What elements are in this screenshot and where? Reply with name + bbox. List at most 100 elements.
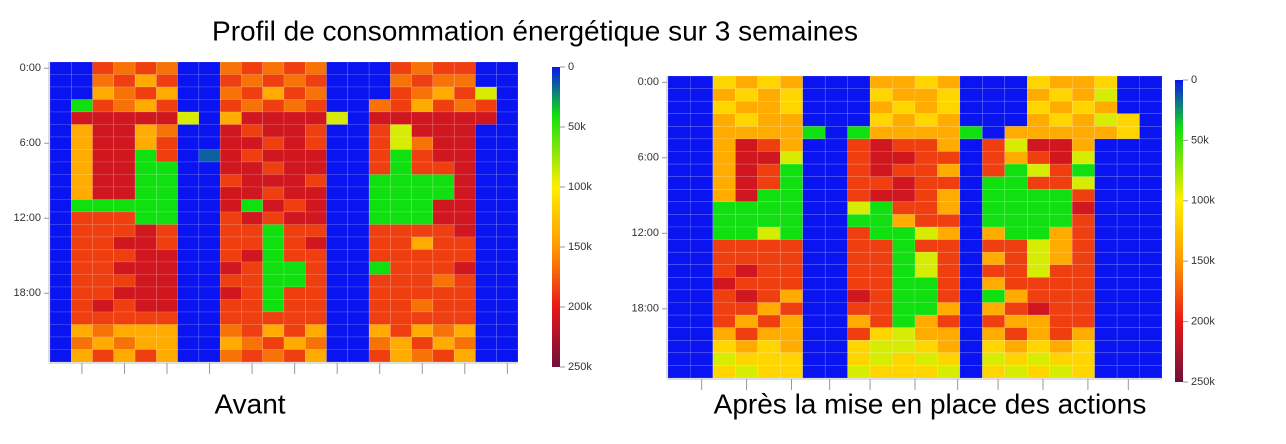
heat-cell [847, 113, 871, 127]
heat-cell [156, 299, 178, 313]
heat-cell [496, 349, 519, 363]
heat-cell [735, 75, 759, 89]
heat-cell [198, 86, 221, 100]
heat-cell [71, 299, 93, 313]
heat-cell [959, 239, 983, 253]
heat-cell [71, 186, 93, 200]
colorbar [1175, 80, 1183, 382]
heat-cell [326, 349, 349, 363]
heat-cell [475, 249, 497, 263]
heat-cell [411, 161, 434, 175]
heat-cell [156, 236, 178, 250]
heat-cell [667, 201, 691, 215]
heat-cell [1139, 327, 1163, 341]
heat-cell [496, 224, 519, 238]
heat-cell [735, 226, 759, 240]
heat-cell [1004, 340, 1028, 354]
heat-cell [757, 163, 781, 177]
heat-cell [982, 214, 1006, 228]
heat-cell [1049, 277, 1073, 291]
heat-cell [892, 289, 916, 303]
heat-cell [824, 251, 848, 266]
heat-cell [241, 86, 263, 100]
heat-cell [134, 74, 157, 88]
heat-cell [347, 311, 370, 325]
heat-cell [262, 274, 285, 288]
heat-cell [1139, 251, 1163, 266]
heat-cell [241, 74, 263, 88]
heat-cell [432, 236, 455, 250]
heat-cell [937, 100, 961, 114]
heat-cell [1049, 226, 1073, 240]
heat-cell [219, 186, 242, 200]
heat-cell [453, 324, 476, 338]
heat-cell [432, 349, 455, 363]
heat-cell [869, 151, 893, 165]
heat-cell [1116, 314, 1140, 328]
heat-cell [824, 327, 848, 341]
heat-cell [914, 251, 938, 266]
heat-cell [869, 314, 893, 328]
heat-cell [326, 261, 349, 275]
heat-cell [869, 264, 893, 278]
heat-cell [712, 138, 736, 152]
heat-cell [92, 249, 115, 263]
heat-cell [1004, 302, 1028, 316]
heat-cell [1027, 302, 1050, 316]
heat-cell [241, 224, 263, 238]
heat-cell [712, 264, 736, 278]
heat-cell [198, 174, 221, 188]
heat-cell [937, 352, 961, 366]
heat-cell [432, 324, 455, 338]
heat-cell [283, 211, 306, 225]
heat-cell [1094, 277, 1118, 291]
heat-cell [1004, 75, 1028, 89]
colorbar-tick-label: 250k [1191, 376, 1215, 388]
heat-cell [802, 138, 826, 152]
heat-cell [475, 186, 497, 200]
heat-cell [49, 149, 72, 163]
heat-cell [735, 138, 759, 152]
heat-cell [113, 124, 136, 138]
heat-cell [71, 274, 93, 288]
heat-cell [824, 277, 848, 291]
heat-cell [847, 100, 871, 114]
heat-cell [432, 174, 455, 188]
heat-cell [914, 226, 938, 240]
heat-cell [937, 327, 961, 341]
heat-cell [432, 199, 455, 213]
heat-cell [982, 302, 1006, 316]
heat-cell [1116, 226, 1140, 240]
heat-cell [92, 149, 115, 163]
heat-cell [914, 100, 938, 114]
heat-cell [305, 261, 327, 275]
heat-cell [241, 211, 263, 225]
heat-cell [1094, 214, 1118, 228]
heat-cell [824, 214, 848, 228]
heat-cell [757, 302, 781, 316]
heat-cell [453, 86, 476, 100]
heat-cell [1049, 151, 1073, 165]
heat-cell [802, 340, 826, 354]
y-tick-label: 12:00 [631, 227, 659, 239]
heat-cell [411, 99, 434, 113]
heat-cell [802, 214, 826, 228]
heat-cell [475, 111, 497, 125]
heat-cell [198, 199, 221, 213]
heat-cell [113, 311, 136, 325]
heat-cell [937, 365, 961, 379]
y-tick-label: 6:00 [638, 152, 659, 164]
heat-cell [937, 88, 961, 102]
heat-cell [496, 286, 519, 300]
heat-cell [496, 74, 519, 88]
heat-cell [177, 336, 200, 350]
heat-cell [283, 224, 306, 238]
heat-cell [892, 251, 916, 266]
heat-cell [219, 311, 242, 325]
heat-cell [305, 186, 327, 200]
heat-cell [780, 201, 803, 215]
heat-cell [667, 126, 691, 140]
heat-cell [92, 299, 115, 313]
heat-cell [1071, 314, 1095, 328]
heat-cell [411, 86, 434, 100]
